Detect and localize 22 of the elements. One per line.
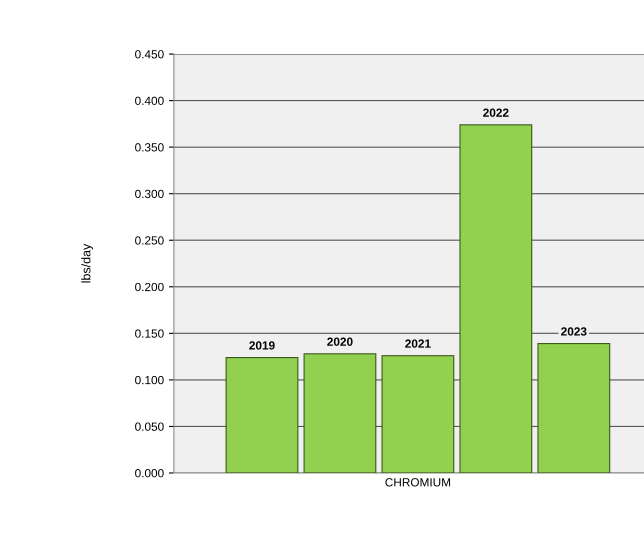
bar (226, 356, 298, 473)
x-tick-label: CHROMIUM (385, 478, 450, 487)
bar (537, 343, 610, 473)
y-tick-label: 0.050 (135, 422, 164, 431)
bar (459, 124, 532, 473)
y-axis-title: lbs/day (81, 244, 93, 282)
bar (304, 353, 376, 473)
y-tick-label: 0.250 (135, 236, 164, 245)
series-label: 2022 (483, 108, 509, 117)
y-tick-label: 0.300 (135, 190, 164, 198)
y-tick-label: 0.100 (135, 376, 164, 384)
y-tick-label: 0.150 (135, 329, 164, 338)
y-tick-label: 0.400 (135, 96, 164, 105)
y-tick-label: 0.350 (135, 143, 164, 152)
bar (381, 355, 454, 473)
series-label: 2021 (405, 339, 431, 348)
y-tick-label: 0.200 (135, 282, 164, 292)
y-tick-label: 0.450 (135, 50, 164, 58)
series-label: 2020 (327, 338, 353, 346)
series-label: 2023 (561, 327, 587, 336)
series-label: 2019 (249, 341, 275, 350)
y-tick-label: 0.000 (135, 469, 164, 478)
